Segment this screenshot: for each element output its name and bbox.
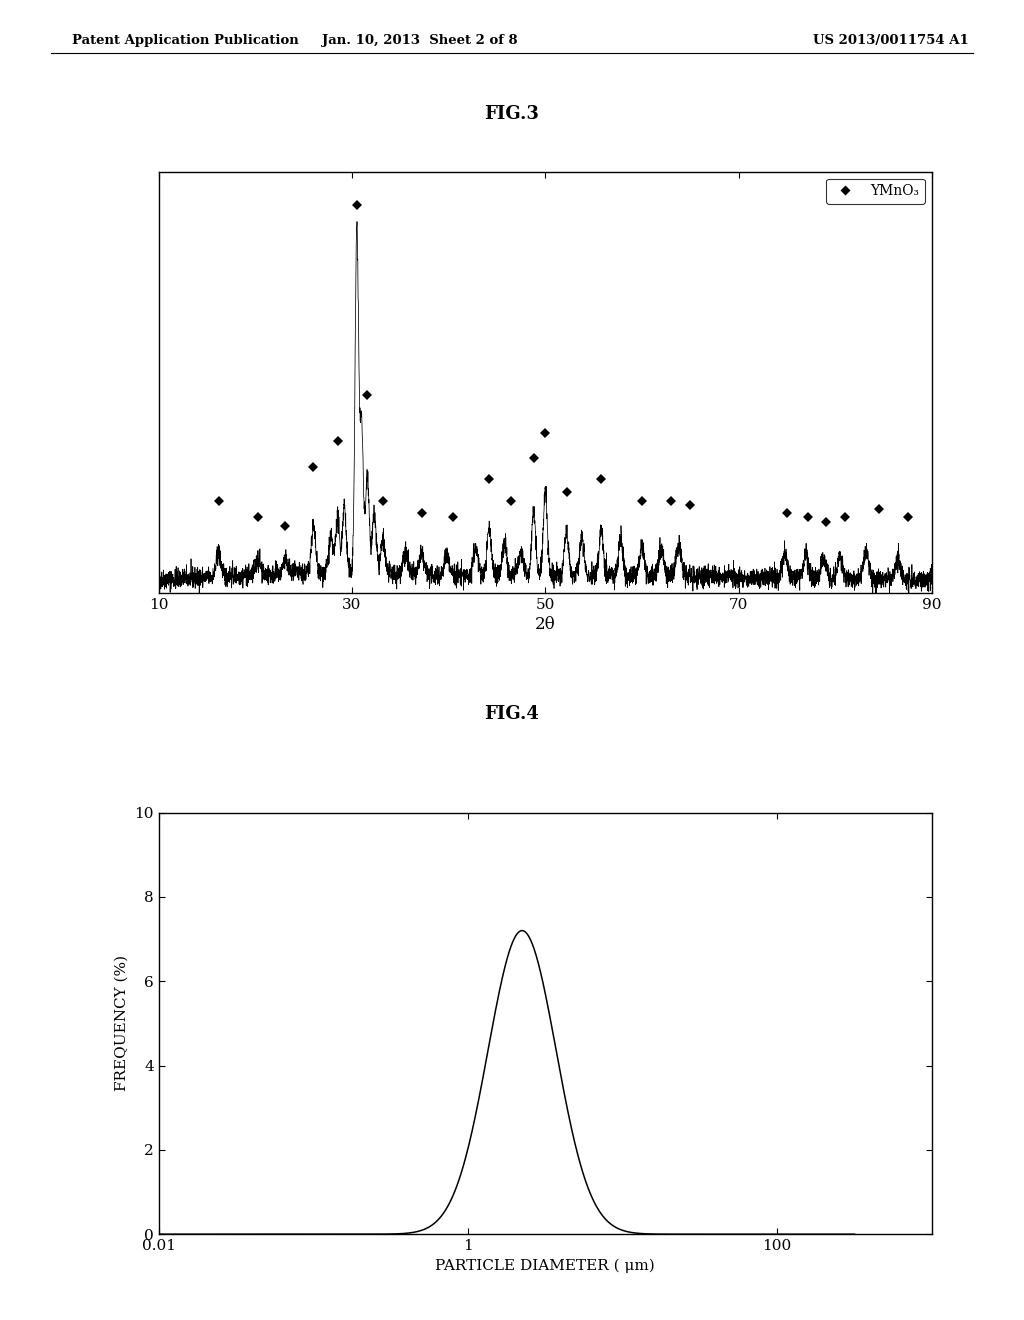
X-axis label: PARTICLE DIAMETER ( μm): PARTICLE DIAMETER ( μm) — [435, 1258, 655, 1272]
Text: Patent Application Publication: Patent Application Publication — [72, 34, 298, 48]
X-axis label: 2θ: 2θ — [535, 616, 556, 634]
Text: FIG.4: FIG.4 — [484, 705, 540, 723]
Text: US 2013/0011754 A1: US 2013/0011754 A1 — [813, 34, 969, 48]
Text: Jan. 10, 2013  Sheet 2 of 8: Jan. 10, 2013 Sheet 2 of 8 — [322, 34, 518, 48]
Y-axis label: FREQUENCY (%): FREQUENCY (%) — [115, 956, 129, 1092]
Text: FIG.3: FIG.3 — [484, 104, 540, 123]
Legend: YMnO₃: YMnO₃ — [826, 178, 925, 203]
